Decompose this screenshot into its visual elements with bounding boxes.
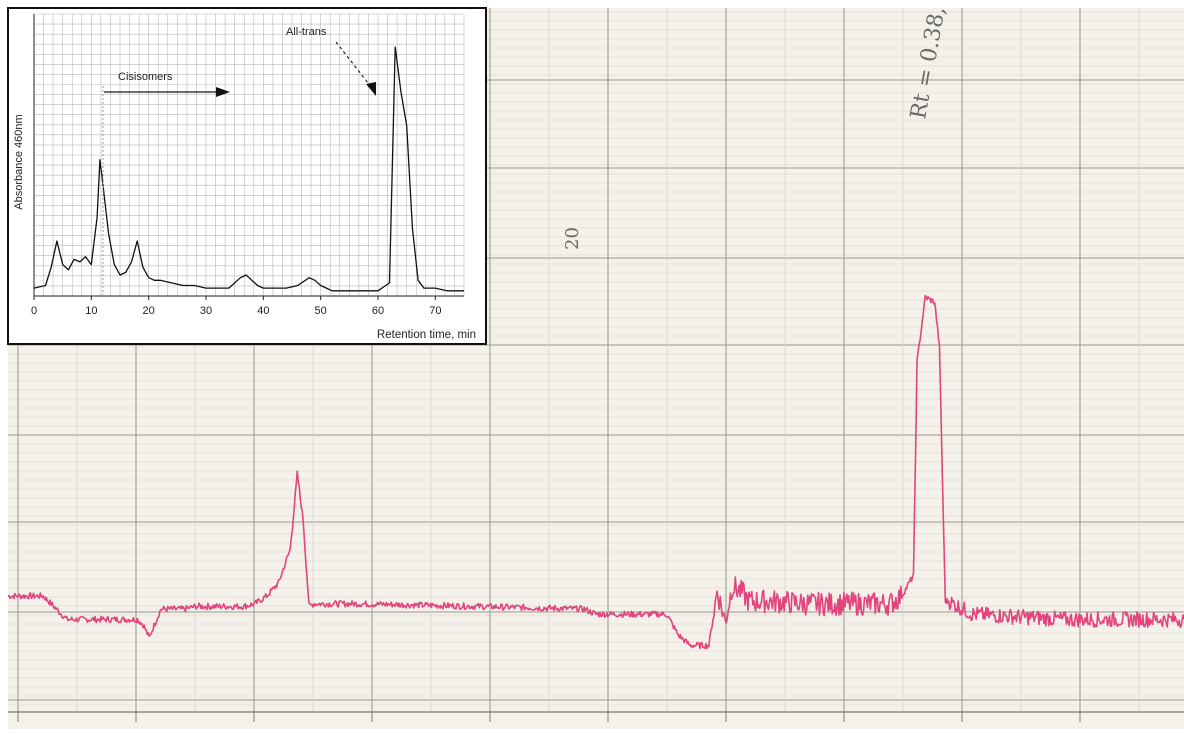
all-trans-arrow-line bbox=[335, 41, 373, 89]
cisisomers-arrow-head-icon bbox=[216, 87, 230, 97]
inset-frame bbox=[7, 7, 487, 345]
recorder-tick-marks bbox=[8, 711, 1184, 722]
inset-x-axis-label: Retention time, min bbox=[377, 329, 476, 341]
handwritten-scale-label: 20 bbox=[562, 227, 583, 250]
recorder-trace-line bbox=[7, 294, 1184, 650]
inset-chromatogram-line bbox=[33, 46, 464, 292]
inset-x-tick-label: 30 bbox=[200, 305, 212, 317]
inset-x-tick-label: 50 bbox=[315, 305, 327, 317]
inset-x-tick-label: 0 bbox=[31, 305, 37, 317]
inset-chromatogram: 0 10 20 30 40 50 60 70 Absorbance 460nm Retenti… bbox=[7, 7, 487, 345]
inset-x-tick-label: 40 bbox=[257, 305, 269, 317]
inset-x-tick-label: 70 bbox=[429, 305, 441, 317]
inset-x-tick-label: 60 bbox=[372, 305, 384, 317]
inset-x-tick-label: 20 bbox=[143, 305, 155, 317]
inset-y-axis-label: Absorbance 460nm bbox=[13, 114, 25, 209]
inset-x-tick-label: 10 bbox=[85, 305, 97, 317]
inset-x-tick-labels: 0 10 20 30 40 50 60 70 bbox=[31, 296, 441, 317]
all-trans-annotation: All-trans bbox=[286, 26, 327, 38]
all-trans-arrow-head-icon bbox=[366, 82, 376, 96]
inset-grid bbox=[33, 13, 465, 297]
cisisomers-annotation: Cisisomers bbox=[118, 71, 173, 83]
